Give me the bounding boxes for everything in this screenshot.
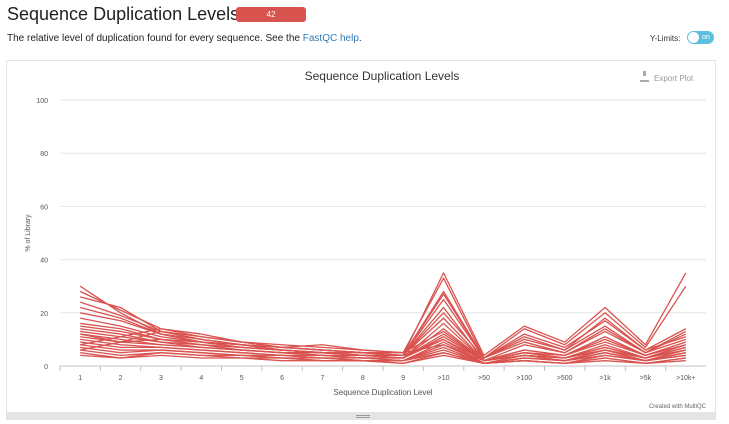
y-limits-toggle[interactable]: on <box>687 31 714 44</box>
description-text: The relative level of duplication found … <box>7 33 303 44</box>
x-axis-label: Sequence Duplication Level <box>333 388 432 397</box>
series-line[interactable] <box>80 354 686 364</box>
chart-title: Sequence Duplication Levels <box>305 69 460 83</box>
series-line[interactable] <box>80 336 686 364</box>
x-tick-label: 1 <box>78 375 82 382</box>
y-tick-labels: 0 20 40 60 80 100 <box>36 98 48 371</box>
x-tick-label: >10k+ <box>676 375 695 382</box>
series-line[interactable] <box>80 298 687 359</box>
section-title: Sequence Duplication Levels <box>7 4 240 24</box>
y-tick-label: 80 <box>40 151 48 158</box>
x-tick-label: 2 <box>119 375 123 382</box>
x-tick-label: 9 <box>401 375 405 382</box>
x-tick-label: >100 <box>516 375 532 382</box>
y-tick-label: 100 <box>36 98 48 105</box>
y-limits-label: Y-Limits: <box>650 34 681 43</box>
grip-icon <box>356 415 370 416</box>
section-description: The relative level of duplication found … <box>7 33 362 44</box>
x-tick-label: >1k <box>599 375 611 382</box>
x-tick-label: 3 <box>159 375 163 382</box>
y-tick-label: 60 <box>40 204 48 211</box>
x-tick-label: 4 <box>199 375 203 382</box>
multiqc-credit: Created with MultiQC <box>649 404 707 410</box>
series-lines <box>79 272 687 364</box>
y-tick-label: 0 <box>44 364 48 371</box>
toggle-knob <box>688 32 699 43</box>
toggle-text: on <box>702 34 710 41</box>
x-tick-label: 8 <box>361 375 365 382</box>
download-icon <box>640 71 649 82</box>
x-tick-label: 7 <box>320 375 324 382</box>
series-line[interactable] <box>79 277 687 359</box>
x-tick-label: 5 <box>240 375 244 382</box>
y-tick-label: 40 <box>40 258 48 265</box>
series-line[interactable] <box>79 293 687 359</box>
y-axis-label: % of Library <box>25 214 32 252</box>
series-line[interactable] <box>80 341 686 364</box>
series-line[interactable] <box>80 328 686 362</box>
x-tick-label: >5k <box>640 375 652 382</box>
x-tick-label: >500 <box>557 375 573 382</box>
series-line[interactable] <box>80 338 686 362</box>
export-label: Export Plot <box>654 74 694 83</box>
export-plot-button[interactable]: Export Plot <box>640 71 694 83</box>
x-tick-label: >10 <box>438 375 450 382</box>
x-tick-label: >50 <box>478 375 490 382</box>
sample-count-badge: 42 <box>236 7 306 22</box>
plot-resize-handle[interactable] <box>6 413 716 420</box>
x-tick-labels: 1 2 3 4 5 6 7 8 9 >10 >50 >100 >500 >1k >5k >10k+ <box>59 366 696 382</box>
y-tick-label: 20 <box>40 311 48 318</box>
description-end: . <box>358 33 362 44</box>
fastqc-help-link[interactable]: FastQC help <box>302 33 359 44</box>
x-tick-label: 6 <box>280 375 284 382</box>
grid-lines <box>60 99 706 367</box>
